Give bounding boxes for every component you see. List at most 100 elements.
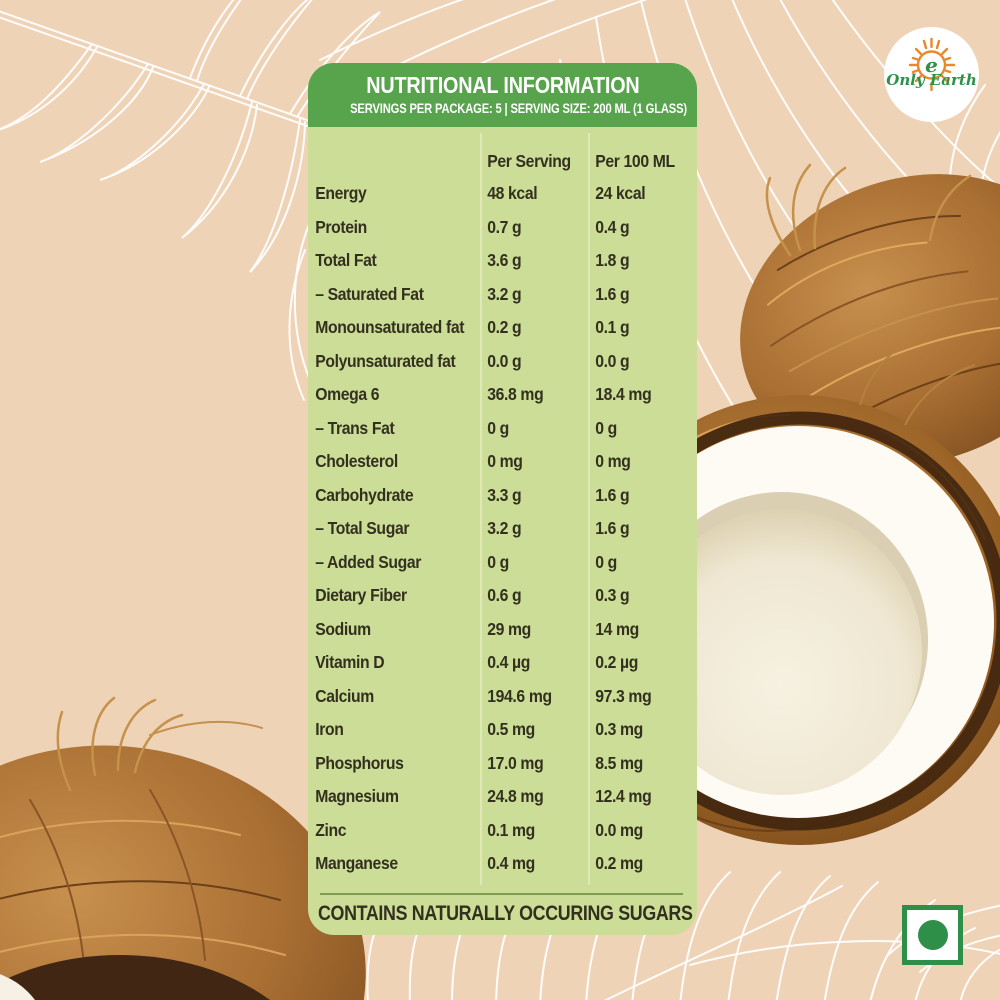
coconut-whole-bottom-left — [0, 696, 366, 1000]
nutrient-value-per-serving: 17.0 mg — [487, 752, 544, 773]
nutrient-value-per-100ml: 1.6 g — [595, 518, 630, 538]
nutrition-rows: Energy 48 kcal 24 kcal Protein 0.7 g 0.4 g Tot… — [308, 177, 697, 881]
nutrient-name: Energy — [315, 183, 367, 203]
footer-note: CONTAINS NATURALLY OCCURING SUGARS — [318, 902, 693, 925]
nutrient-value-per-100ml: 0.2 mg — [595, 853, 643, 873]
nutrient-value-per-serving: 3.2 g — [487, 283, 522, 304]
nutrient-value-per-100ml: 0.3 g — [595, 585, 630, 605]
sun-icon: e — [908, 37, 956, 92]
serving-info: SERVINGS PER PACKAGE: 5 | SERVING SIZE: … — [350, 100, 688, 116]
nutrient-value-per-serving: 0.4 mg — [487, 853, 535, 873]
svg-text:e: e — [925, 53, 938, 77]
nutrient-value-per-serving: 0.1 mg — [487, 819, 535, 840]
nutrient-value-per-serving: 0.6 g — [487, 585, 522, 605]
nutrient-name: Phosphorus — [315, 752, 404, 773]
nutrient-value-per-100ml: 0.0 g — [595, 350, 630, 371]
nutrient-name: Magnesium — [315, 786, 399, 806]
nutrient-value-per-100ml: 0 mg — [595, 451, 631, 471]
nutrient-value-per-serving: 36.8 mg — [487, 384, 544, 404]
table-row: Omega 6 36.8 mg 18.4 mg — [308, 378, 697, 412]
nutrient-value-per-serving: 0.4 µg — [487, 652, 531, 672]
nutrient-value-per-100ml: 0.3 mg — [595, 719, 643, 739]
nutrient-name: Polyunsaturated fat — [315, 350, 456, 371]
coconut-whole-top-right — [740, 174, 1000, 466]
vegetarian-dot-icon — [917, 920, 948, 950]
nutrient-value-per-100ml: 18.4 mg — [595, 384, 652, 404]
nutrient-name: – Trans Fat — [315, 417, 395, 438]
vegetarian-mark-icon — [902, 905, 963, 965]
table-row: Magnesium 24.8 mg 12.4 mg — [308, 780, 697, 814]
table-row: Protein 0.7 g 0.4 g — [308, 211, 697, 245]
nutrient-value-per-serving: 3.2 g — [487, 518, 522, 538]
nutrient-name: Cholesterol — [315, 451, 398, 471]
table-row: Carbohydrate 3.3 g 1.6 g — [308, 479, 697, 513]
table-row: Dietary Fiber 0.6 g 0.3 g — [308, 579, 697, 613]
nutrient-value-per-serving: 3.3 g — [487, 484, 522, 505]
table-row: Iron 0.5 mg 0.3 mg — [308, 713, 697, 747]
table-row: Energy 48 kcal 24 kcal — [308, 177, 697, 211]
table-row: – Total Sugar 3.2 g 1.6 g — [308, 512, 697, 546]
brand-logo: e Only Earth — [884, 27, 979, 122]
nutrient-value-per-100ml: 1.6 g — [595, 484, 630, 505]
nutrient-name: – Total Sugar — [315, 518, 410, 538]
table-row: Zinc 0.1 mg 0.0 mg — [308, 814, 697, 848]
nutrient-value-per-100ml: 0.4 g — [595, 216, 630, 237]
table-row: Cholesterol 0 mg 0 mg — [308, 445, 697, 479]
nutrient-name: Vitamin D — [315, 652, 385, 672]
nutrient-value-per-serving: 29 mg — [487, 618, 531, 639]
table-row: Sodium 29 mg 14 mg — [308, 613, 697, 647]
nutrient-name: Dietary Fiber — [315, 585, 407, 605]
nutrient-name: Protein — [315, 216, 367, 237]
nutrient-name: Sodium — [315, 618, 371, 639]
table-row: Manganese 0.4 mg 0.2 mg — [308, 847, 697, 881]
nutrient-value-per-100ml: 8.5 mg — [595, 752, 643, 773]
nutrient-value-per-100ml: 14 mg — [595, 618, 639, 639]
nutrient-value-per-serving: 0.7 g — [487, 216, 522, 237]
coconut-fibers-top — [765, 163, 972, 257]
nutrient-value-per-100ml: 0.0 mg — [595, 819, 643, 840]
nutrient-name: Omega 6 — [315, 384, 380, 404]
nutrient-value-per-serving: 24.8 mg — [487, 786, 544, 806]
table-row: Monounsaturated fat 0.2 g 0.1 g — [308, 311, 697, 345]
nutrient-value-per-serving: 194.6 mg — [487, 685, 552, 706]
nutrient-value-per-serving: 48 kcal — [487, 183, 538, 203]
nutrient-value-per-serving: 3.6 g — [487, 250, 522, 270]
nutrient-value-per-100ml: 12.4 mg — [595, 786, 652, 806]
nutrient-name: Zinc — [315, 819, 347, 840]
nutrition-panel: NUTRITIONAL INFORMATION SERVINGS PER PAC… — [308, 63, 697, 935]
nutrient-name: Iron — [315, 719, 344, 739]
column-divider — [480, 133, 482, 885]
table-row: Calcium 194.6 mg 97.3 mg — [308, 680, 697, 714]
panel-header: NUTRITIONAL INFORMATION SERVINGS PER PAC… — [308, 63, 697, 127]
table-row: Phosphorus 17.0 mg 8.5 mg — [308, 747, 697, 781]
nutrient-value-per-serving: 0.5 mg — [487, 719, 535, 739]
nutrient-name: Calcium — [315, 685, 374, 706]
nutrient-value-per-100ml: 0 g — [595, 417, 617, 438]
nutrient-value-per-100ml: 0.2 µg — [595, 652, 639, 672]
nutrient-value-per-100ml: 0.1 g — [595, 317, 630, 337]
footer-divider — [320, 893, 683, 895]
column-divider — [588, 133, 590, 885]
table-row: – Added Sugar 0 g 0 g — [308, 546, 697, 580]
nutrient-value-per-serving: 0.2 g — [487, 317, 522, 337]
table-row: Vitamin D 0.4 µg 0.2 µg — [308, 646, 697, 680]
nutrient-value-per-100ml: 1.8 g — [595, 250, 630, 270]
nutrient-value-per-serving: 0 g — [487, 551, 509, 572]
nutrient-name: – Added Sugar — [315, 551, 422, 572]
nutrient-name: Total Fat — [315, 250, 377, 270]
nutrient-name: Monounsaturated fat — [315, 317, 465, 337]
table-row: Polyunsaturated fat 0.0 g 0.0 g — [308, 345, 697, 379]
table-row: – Saturated Fat 3.2 g 1.6 g — [308, 278, 697, 312]
nutrient-value-per-100ml: 0 g — [595, 551, 617, 572]
table-row: – Trans Fat 0 g 0 g — [308, 412, 697, 446]
nutrient-name: – Saturated Fat — [315, 283, 424, 304]
nutrient-value-per-100ml: 1.6 g — [595, 283, 630, 304]
table-row: Total Fat 3.6 g 1.8 g — [308, 244, 697, 278]
nutrient-value-per-serving: 0 mg — [487, 451, 523, 471]
panel-title: NUTRITIONAL INFORMATION — [365, 72, 640, 98]
column-header-spacer — [308, 147, 463, 175]
column-header-per-serving: Per Serving — [487, 151, 571, 171]
column-header-per-100ml: Per 100 ML — [595, 151, 675, 171]
